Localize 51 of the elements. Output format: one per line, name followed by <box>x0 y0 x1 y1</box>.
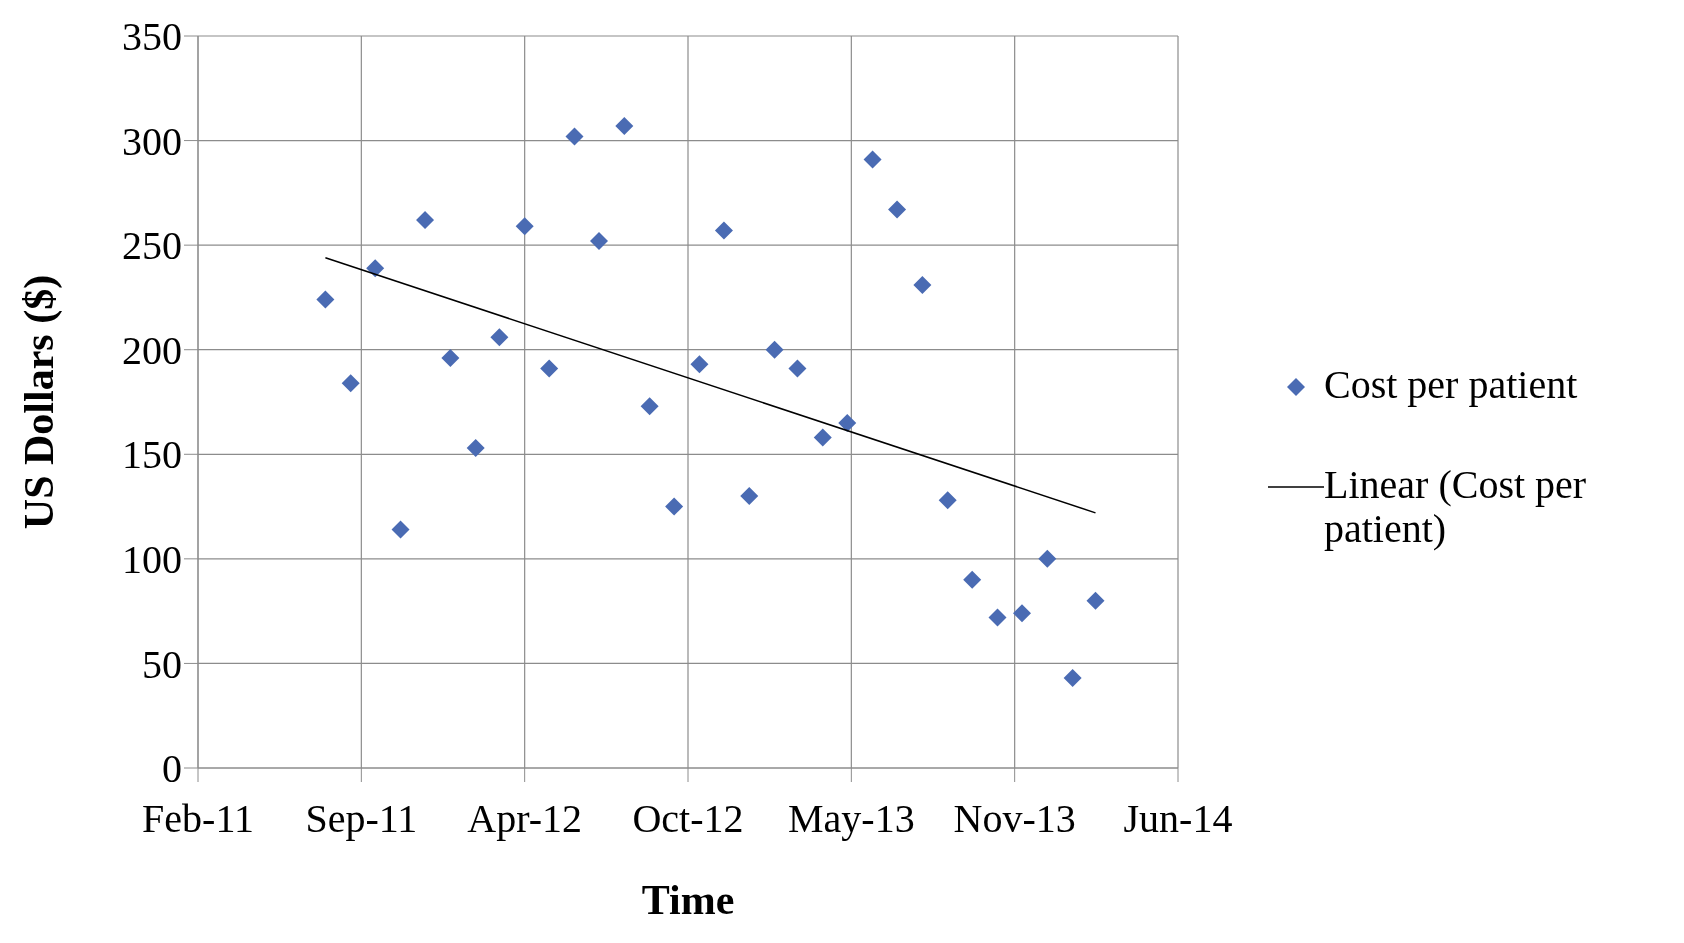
y-tick-label: 200 <box>122 327 182 373</box>
y-tick-label: 350 <box>122 14 182 60</box>
point <box>1063 669 1082 688</box>
point <box>441 349 460 368</box>
point <box>615 116 634 135</box>
x-axis-title: Time <box>641 877 735 923</box>
point <box>863 150 882 169</box>
point <box>788 359 807 378</box>
y-tick-label: 150 <box>122 432 182 478</box>
x-tick-label: Feb-11 <box>142 796 254 842</box>
point <box>589 231 608 250</box>
point <box>665 497 684 516</box>
point <box>540 359 559 378</box>
y-tick-label: 100 <box>122 537 182 583</box>
point <box>838 413 857 432</box>
point <box>1086 591 1105 610</box>
x-tick-label: Nov-13 <box>953 796 1076 842</box>
y-axis-title: US Dollars ($) <box>15 274 63 530</box>
point <box>565 127 584 146</box>
point <box>1013 604 1032 623</box>
point <box>714 221 733 240</box>
x-tick-label: Sep-11 <box>305 796 418 842</box>
point <box>765 340 784 359</box>
point <box>740 487 759 506</box>
point <box>888 200 907 219</box>
point <box>938 491 957 510</box>
legend-label: Cost per patient <box>1324 362 1578 407</box>
point <box>913 275 932 294</box>
point <box>963 570 982 589</box>
point <box>515 217 534 236</box>
point <box>466 439 485 458</box>
y-tick-label: 300 <box>122 118 182 164</box>
legend-label: Linear (Cost per patient) <box>1324 462 1588 551</box>
x-tick-label: Jun-14 <box>1123 796 1233 842</box>
point <box>366 259 385 278</box>
point <box>341 374 360 393</box>
point <box>316 290 335 309</box>
x-tick-label: May-13 <box>788 796 915 842</box>
point <box>490 328 509 347</box>
x-tick-label: Apr-12 <box>467 796 583 842</box>
point <box>988 608 1007 627</box>
y-tick-label: 50 <box>142 641 182 687</box>
x-tick-label: Oct-12 <box>632 796 744 842</box>
point <box>640 397 659 416</box>
point <box>1038 549 1057 568</box>
y-tick-label: 250 <box>122 223 182 269</box>
y-tick-label: 0 <box>162 746 182 792</box>
point <box>416 211 435 230</box>
point <box>690 355 709 374</box>
point <box>391 520 410 539</box>
point <box>813 428 832 447</box>
